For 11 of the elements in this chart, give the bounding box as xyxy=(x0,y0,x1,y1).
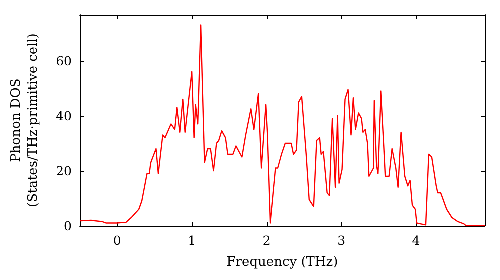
y-tick-label: 0 xyxy=(64,218,72,234)
y-tick-label: 20 xyxy=(56,163,72,178)
x-tick-label: 0 xyxy=(113,233,122,248)
x-axis-title: Frequency (THz) xyxy=(226,255,338,270)
y-tick-label: 60 xyxy=(56,53,72,68)
y-axis-title: Phonon DOS (States/THz·primitive cell) xyxy=(9,33,41,208)
x-tick-label: 3 xyxy=(338,233,346,248)
y-tick-label: 40 xyxy=(56,108,72,124)
x-tick-label: 1 xyxy=(188,233,196,248)
x-tick-label: 2 xyxy=(262,233,271,248)
x-tick-label: 4 xyxy=(412,233,420,248)
